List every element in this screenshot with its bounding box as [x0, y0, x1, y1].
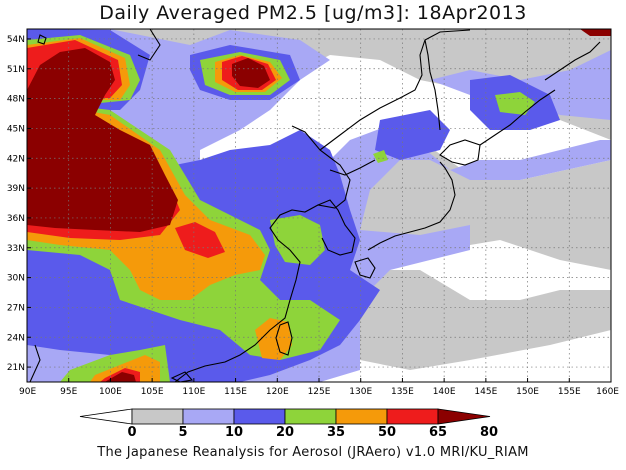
region-darkred-west [27, 48, 178, 232]
region-red-central [175, 222, 225, 258]
lon-label: 155E [558, 387, 581, 397]
legend-label: 65 [429, 425, 447, 440]
credit-line: The Japanese Reanalysis for Aerosol (JRA… [97, 445, 529, 460]
lat-label: 42N [7, 154, 25, 164]
legend-label: 80 [480, 425, 498, 440]
region-darkred-corner [580, 29, 611, 36]
coastline-sakhalin [424, 39, 441, 131]
lat-label: 27N [7, 303, 25, 313]
legend-swatch [233, 408, 286, 425]
lon-label: 130E [349, 387, 372, 397]
lat-axis: 54N 51N 48N 45N 42N 39N 36N 33N 30N 27N 24N 21N [7, 35, 31, 373]
lon-label: 160E [596, 387, 619, 397]
region-darkred-south [105, 372, 136, 382]
region-green-sakh [373, 150, 388, 163]
legend-label: 50 [378, 425, 396, 440]
legend-label: 20 [276, 425, 294, 440]
legend-swatch [437, 408, 491, 425]
lon-label: 140E [433, 387, 456, 397]
legend-swatch [131, 408, 184, 425]
legend-swatch [284, 408, 337, 425]
lat-label: 48N [7, 95, 25, 105]
coastline-hainan [170, 371, 194, 382]
lat-label: 30N [7, 274, 25, 284]
coastline-china-east [174, 125, 351, 382]
lon-label: 120E [266, 387, 289, 397]
lon-label: 110E [182, 387, 205, 397]
pm25-field [27, 29, 611, 382]
lat-label: 33N [7, 244, 25, 254]
coastline-korea [317, 199, 356, 256]
lat-label: 54N [7, 35, 25, 45]
region-orange-taiwan [255, 318, 292, 360]
lon-label: 100E [99, 387, 122, 397]
gridlines [27, 29, 611, 382]
coastline-okhotsk [137, 29, 161, 61]
lon-label: 90E [19, 387, 36, 397]
lat-label: 45N [7, 124, 25, 134]
lat-label: 51N [7, 65, 25, 75]
coastline-japan-honshu [367, 161, 456, 251]
lon-label: 115E [224, 387, 247, 397]
region-green-korea [270, 215, 325, 265]
legend: 0 5 10 20 35 50 65 80 [79, 408, 498, 440]
region-grey-south [350, 270, 611, 370]
coastline-kurils [479, 89, 556, 146]
coastlines [29, 29, 601, 382]
coastline-kamchatka [544, 41, 601, 81]
lat-label: 24N [7, 333, 25, 343]
lon-label: 105E [141, 387, 164, 397]
legend-swatch [182, 408, 235, 425]
region-green-ne [495, 92, 535, 115]
lat-label: 21N [7, 363, 25, 373]
legend-swatch [79, 408, 133, 425]
region-darkred-north [232, 58, 270, 88]
legend-label: 35 [327, 425, 345, 440]
coastline-indochina [29, 344, 41, 382]
lon-label: 125E [308, 387, 331, 397]
region-blue-japan [375, 110, 450, 160]
coastline-korea-north [329, 159, 376, 176]
lon-axis: 90E 95E 100E 105E 110E 115E 120E 125E 130E 135E 14… [19, 378, 619, 397]
lon-label: 145E [474, 387, 497, 397]
lat-label: 36N [7, 214, 25, 224]
legend-swatch [386, 408, 439, 425]
lat-label: 39N [7, 184, 25, 194]
coastline-japan-kyushu [354, 257, 376, 279]
coastline-russia-east [319, 29, 471, 151]
lon-label: 95E [60, 387, 77, 397]
coastline-hokkaido [439, 139, 481, 166]
legend-label: 10 [225, 425, 243, 440]
legend-label: 0 [127, 425, 136, 440]
coastline-lake [37, 34, 47, 45]
legend-swatch [335, 408, 388, 425]
coastline-taiwan [275, 321, 293, 356]
lon-label: 150E [516, 387, 539, 397]
page-title: Daily Averaged PM2.5 [ug/m3]: 18Apr2013 [99, 2, 527, 24]
legend-label: 5 [178, 425, 187, 440]
lon-label: 135E [391, 387, 414, 397]
